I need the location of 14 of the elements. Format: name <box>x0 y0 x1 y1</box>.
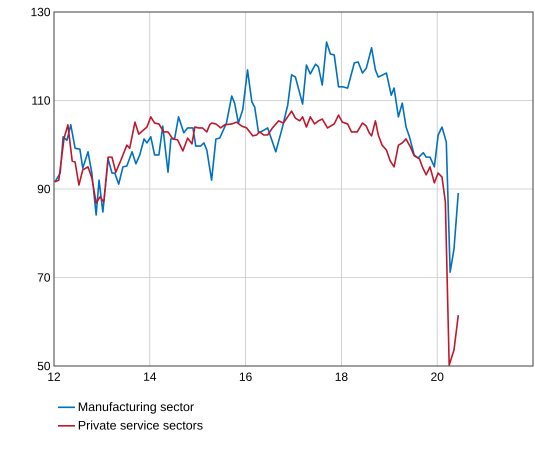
line-series <box>54 41 460 273</box>
y-tick-label: 90 <box>38 184 50 194</box>
x-tick-label: 18 <box>336 372 348 381</box>
legend-label: Manufacturing sector <box>78 402 194 414</box>
legend-label: Private service sectors <box>78 420 203 430</box>
x-tick-label: 12 <box>48 372 60 381</box>
x-tick-label: 16 <box>240 372 252 381</box>
line-series <box>54 110 460 366</box>
y-tick-label: 130 <box>31 8 50 16</box>
y-tick-label: 50 <box>38 362 50 370</box>
y-tick-label: 70 <box>38 273 50 282</box>
x-tick-label: 20 <box>431 372 444 381</box>
y-tick-label: 110 <box>32 96 50 105</box>
x-tick-label: 14 <box>144 372 156 381</box>
